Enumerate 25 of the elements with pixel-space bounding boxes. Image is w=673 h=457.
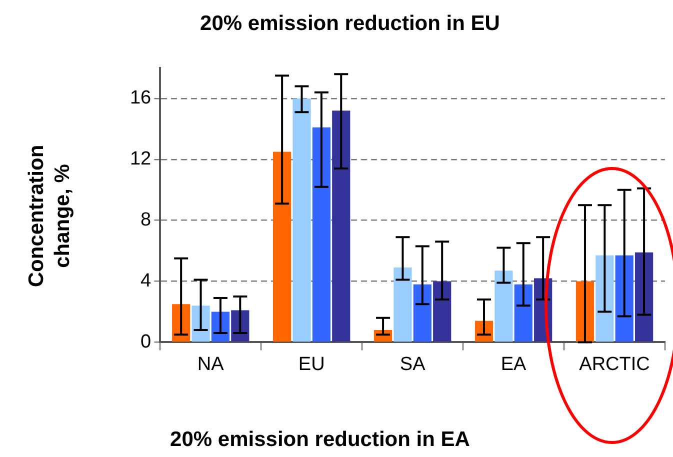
y-tick-label: 0 — [140, 331, 152, 352]
y-axis-title: Concentration change, % — [24, 144, 75, 290]
y-tick-label: 16 — [130, 88, 152, 109]
y-tick-label: 8 — [140, 210, 152, 231]
bar — [494, 270, 513, 342]
bar — [332, 110, 350, 342]
x-tick-label: ARCTIC — [579, 354, 650, 375]
bar — [615, 255, 634, 342]
bar — [634, 252, 654, 342]
bar — [394, 268, 412, 342]
chart-title: 20% emission reduction in EU — [199, 12, 501, 36]
bar — [596, 255, 614, 342]
bar — [292, 98, 311, 342]
x-tick-label: SA — [400, 354, 426, 375]
bar — [413, 284, 432, 342]
bar — [514, 284, 532, 342]
y-tick-label: 4 — [140, 270, 152, 292]
text: 20% emission reduction in EA — [169, 428, 471, 452]
y-tick-label: 12 — [130, 148, 152, 170]
bar — [273, 152, 292, 342]
bar — [433, 281, 452, 342]
x-tick-label: EA — [500, 354, 527, 375]
x-tick-label: NA — [197, 354, 224, 375]
x-tick-label: EU — [298, 354, 325, 375]
bar — [312, 127, 330, 342]
